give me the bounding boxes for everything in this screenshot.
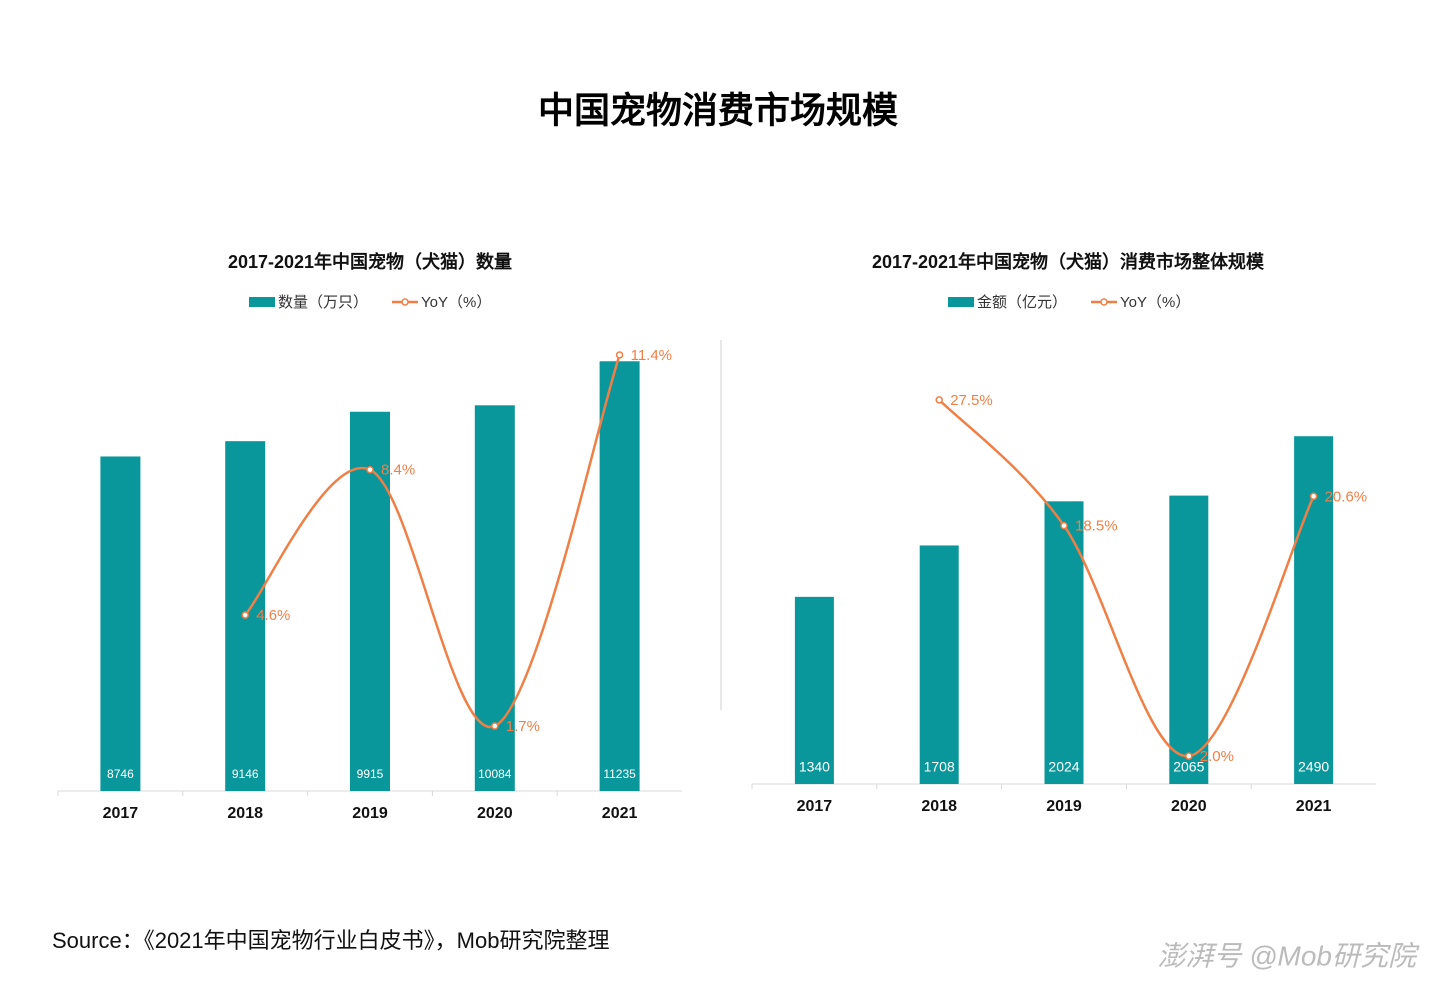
yoy-point	[1060, 521, 1068, 530]
x-tick-label: 2017	[103, 805, 139, 822]
x-tick-label: 2021	[1296, 798, 1332, 815]
bar	[794, 596, 834, 784]
bar	[919, 545, 959, 784]
legend-swatch	[249, 297, 275, 307]
bar-label: 2024	[1048, 759, 1079, 775]
bar	[1044, 501, 1084, 784]
legend-label: YoY（%）	[1120, 294, 1190, 311]
bar	[1169, 495, 1209, 784]
x-tick-label: 2019	[352, 805, 388, 822]
chart-title: 2017-2021年中国宠物（犬猫）消费市场整体规模	[872, 251, 1265, 272]
x-tick-label: 2018	[227, 805, 263, 822]
legend-label: 金额（亿元）	[977, 294, 1067, 311]
bar	[100, 456, 141, 791]
yoy-point	[1185, 752, 1193, 760]
source: Source：《2021年中国宠物行业白皮书》，Mob研究院整理	[52, 928, 609, 953]
yoy-point	[241, 611, 249, 619]
bar-label: 10084	[478, 767, 512, 781]
yoy-label: 27.5%	[950, 392, 993, 409]
legend-label: 数量（万只）	[278, 294, 368, 311]
legend-swatch	[1100, 298, 1108, 306]
bar	[599, 361, 640, 791]
yoy-point	[366, 465, 374, 474]
bar-label: 1340	[799, 759, 830, 775]
yoy-label: 2.0%	[1200, 748, 1234, 765]
legend-swatch	[948, 297, 974, 307]
yoy-label: 4.6%	[256, 607, 290, 624]
bar-label: 2490	[1298, 759, 1329, 775]
yoy-label: 20.6%	[1325, 488, 1368, 505]
legend-label: YoY（%）	[421, 294, 491, 311]
bar-label: 1708	[924, 759, 955, 775]
page-title: 中国宠物消费市场规模	[538, 90, 898, 131]
yoy-line	[938, 399, 1315, 758]
yoy-label: 8.4%	[381, 462, 415, 479]
x-tick-label: 2019	[1046, 798, 1082, 815]
x-tick-label: 2018	[921, 798, 957, 815]
bar-label: 8746	[107, 767, 134, 781]
yoy-label: 11.4%	[631, 347, 672, 364]
bar-label: 9915	[357, 767, 384, 781]
yoy-point	[935, 396, 943, 404]
legend-swatch	[401, 298, 409, 306]
yoy-point	[1309, 492, 1318, 501]
x-tick-label: 2020	[477, 805, 513, 822]
yoy-line	[244, 354, 621, 729]
x-tick-label: 2017	[797, 798, 833, 815]
bar-label: 11235	[603, 767, 636, 781]
yoy-point	[491, 722, 499, 730]
x-tick-label: 2020	[1171, 798, 1207, 815]
yoy-label: 18.5%	[1075, 518, 1118, 535]
bar-label: 9146	[232, 767, 259, 781]
yoy-label: 1.7%	[506, 718, 540, 735]
chart-title: 2017-2021年中国宠物（犬猫）数量	[228, 251, 512, 272]
bar	[350, 411, 390, 791]
bar-label: 2065	[1173, 759, 1204, 775]
x-tick-label: 2021	[602, 805, 638, 822]
yoy-point	[615, 351, 624, 359]
footer: 澎湃号 @Mob研究院	[1157, 940, 1420, 971]
